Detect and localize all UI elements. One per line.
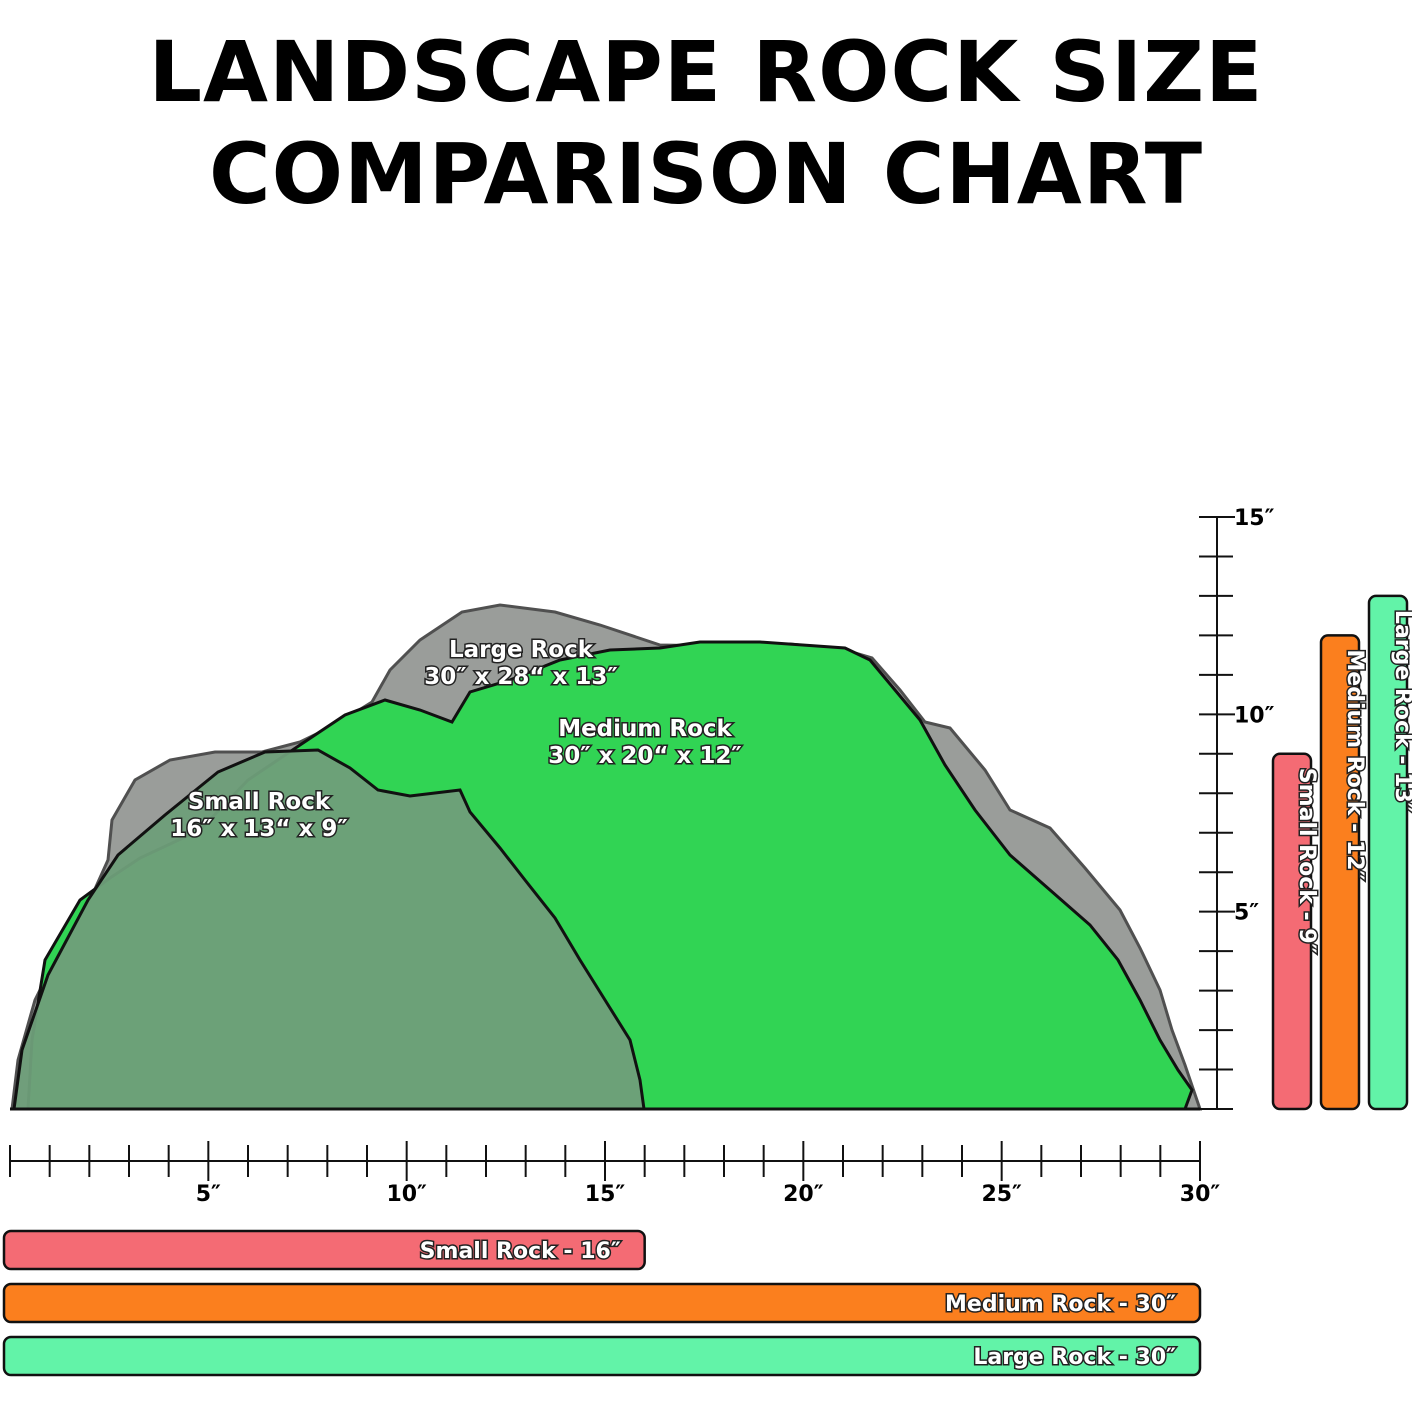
width-bars: Small Rock - 16″ Medium Rock - 30″ Large R… xyxy=(2,1229,1202,1377)
y-tick-label: 5″ xyxy=(1234,901,1259,926)
height-bar xyxy=(1367,594,1409,1111)
medium-rock-name-label: Medium Rock xyxy=(558,716,732,742)
width-bar-label: Medium Rock - 30″ xyxy=(945,1292,1176,1317)
small-rock-name-label: Small Rock xyxy=(188,789,331,815)
x-tick-label: 5″ xyxy=(196,1182,221,1207)
x-tick-label: 15″ xyxy=(585,1182,626,1207)
height-bar-label: Large Rock - 13″ xyxy=(1390,610,1412,813)
width-bar xyxy=(2,1229,646,1271)
y-axis-ruler: 5″ 10″ 15″ xyxy=(1199,506,1275,1110)
small-rock-dims-label: 16″ x 13“ x 9″ xyxy=(170,816,347,842)
rocks-layer: Large Rock 30″ x 28“ x 13″ Medium Rock 3… xyxy=(10,603,1203,1111)
width-bar-label: Small Rock - 16″ xyxy=(420,1239,621,1264)
y-tick-label: 15″ xyxy=(1234,506,1275,531)
x-axis-ruler: 5″ 10″ 15″ 20″ 25″ 30″ xyxy=(9,1141,1221,1207)
x-tick-label: 20″ xyxy=(783,1182,824,1207)
chart-title-line-2: COMPARISON CHART xyxy=(208,125,1204,223)
width-bar xyxy=(2,1282,1202,1324)
width-bar xyxy=(2,1335,1202,1377)
large-rock-name-label: Large Rock xyxy=(449,637,594,663)
height-bars: Small Rock - 9″ Medium Rock - 12″ Large Ro… xyxy=(1271,594,1412,1111)
chart-title-line-1: LANDSCAPE ROCK SIZE xyxy=(148,23,1264,121)
height-bar xyxy=(1271,752,1313,1111)
large-rock-dims-label: 30″ x 28“ x 13″ xyxy=(424,664,617,690)
medium-rock-dims-label: 30″ x 20“ x 12″ xyxy=(548,743,741,769)
height-bar xyxy=(1319,634,1361,1111)
x-tick-label: 10″ xyxy=(386,1182,427,1207)
y-tick-label: 10″ xyxy=(1234,703,1275,728)
height-bar-label: Small Rock - 9″ xyxy=(1294,768,1319,954)
height-bar-label: Medium Rock - 12″ xyxy=(1342,649,1367,880)
x-tick-label: 30″ xyxy=(1180,1182,1221,1207)
x-tick-label: 25″ xyxy=(981,1182,1022,1207)
small-rock-shape xyxy=(12,748,646,1111)
width-bar-label: Large Rock - 30″ xyxy=(973,1345,1176,1370)
